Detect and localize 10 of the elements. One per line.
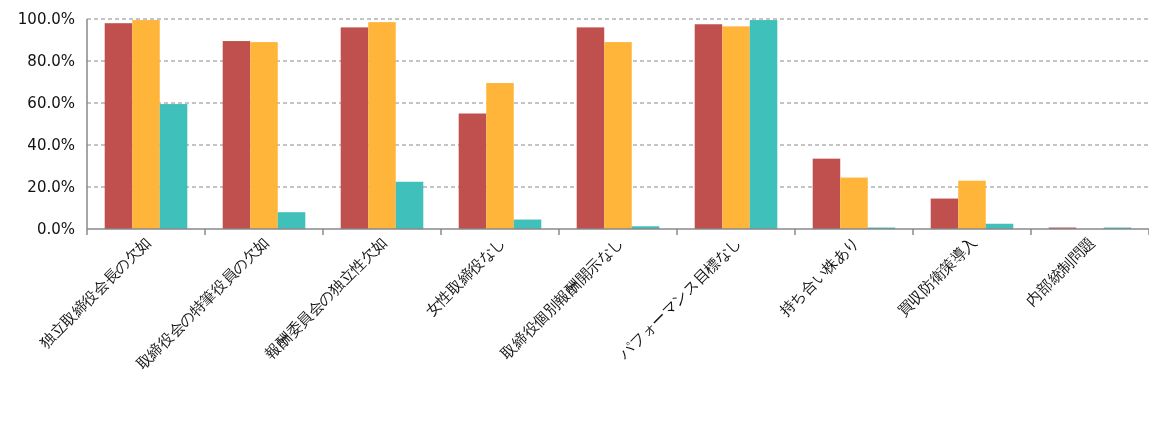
y-tick-label: 20.0% [27,178,75,196]
y-tick-label: 80.0% [27,52,75,70]
x-tick-label: 持ち合い株あり [775,233,863,321]
y-tick-label: 100.0% [17,10,75,28]
x-tick-label: 内部統制問題 [1022,233,1099,310]
x-tick-label: 買収防衛策導入 [893,233,981,321]
x-tick-label: 女性取締役なし [421,233,509,321]
y-tick-label: 40.0% [27,136,75,154]
y-tick-label: 0.0% [36,220,75,238]
y-tick-label: 60.0% [27,94,75,112]
